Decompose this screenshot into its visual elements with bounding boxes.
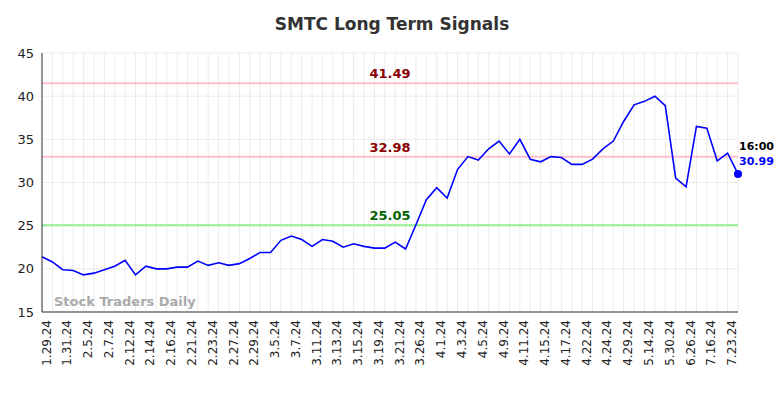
svg-text:4.22.24: 4.22.24: [580, 320, 594, 366]
svg-text:2.7.24: 2.7.24: [102, 320, 116, 358]
svg-text:2.29.24: 2.29.24: [247, 320, 261, 366]
svg-text:5.14.24: 5.14.24: [642, 320, 656, 366]
svg-text:3.21.24: 3.21.24: [393, 320, 407, 366]
svg-text:3.5.24: 3.5.24: [268, 320, 282, 358]
svg-text:3.7.24: 3.7.24: [289, 320, 303, 358]
svg-text:2.14.24: 2.14.24: [143, 320, 157, 366]
svg-text:25: 25: [17, 218, 34, 233]
svg-text:2.23.24: 2.23.24: [206, 320, 220, 366]
svg-text:40: 40: [17, 89, 34, 104]
svg-text:2.5.24: 2.5.24: [81, 320, 95, 358]
svg-text:30: 30: [17, 175, 34, 190]
svg-text:4.5.24: 4.5.24: [476, 320, 490, 358]
html-text:Stock Traders Daily: Stock Traders Daily: [54, 294, 196, 309]
svg-text:2.27.24: 2.27.24: [227, 320, 241, 366]
svg-text:4.24.24: 4.24.24: [600, 320, 614, 366]
svg-text:1.29.24: 1.29.24: [40, 320, 54, 366]
svg-text:30.99: 30.99: [739, 155, 774, 168]
svg-text:2.16.24: 2.16.24: [164, 320, 178, 366]
svg-text:32.98: 32.98: [369, 140, 410, 155]
svg-text:5.30.24: 5.30.24: [663, 320, 677, 366]
svg-text:7.23.24: 7.23.24: [725, 320, 739, 366]
svg-text:3.13.24: 3.13.24: [330, 320, 344, 366]
svg-text:3.19.24: 3.19.24: [372, 320, 386, 366]
svg-text:6.26.24: 6.26.24: [684, 320, 698, 366]
svg-text:25.05: 25.05: [369, 208, 410, 223]
svg-text:35: 35: [17, 132, 34, 147]
svg-text:2.21.24: 2.21.24: [185, 320, 199, 366]
svg-text:4.17.24: 4.17.24: [559, 320, 573, 366]
svg-text:45: 45: [17, 46, 34, 61]
svg-text:3.15.24: 3.15.24: [351, 320, 365, 366]
svg-text:4.1.24: 4.1.24: [434, 320, 448, 358]
svg-text:20: 20: [17, 261, 34, 276]
svg-text:3.11.24: 3.11.24: [310, 320, 324, 366]
svg-text:2.12.24: 2.12.24: [123, 320, 137, 366]
svg-text:4.9.24: 4.9.24: [497, 320, 511, 358]
svg-text:15: 15: [17, 305, 34, 320]
svg-text:4.3.24: 4.3.24: [455, 320, 469, 358]
svg-text:3.26.24: 3.26.24: [413, 320, 427, 366]
svg-text:4.15.24: 4.15.24: [538, 320, 552, 366]
svg-text:4.29.24: 4.29.24: [621, 320, 635, 366]
html-text:SMTC Long Term Signals: SMTC Long Term Signals: [274, 14, 510, 34]
svg-text:7.16.24: 7.16.24: [704, 320, 718, 366]
svg-text:16:00: 16:00: [739, 140, 774, 153]
svg-text:1.31.24: 1.31.24: [60, 320, 74, 366]
svg-text:4.11.24: 4.11.24: [517, 320, 531, 366]
svg-text:41.49: 41.49: [369, 66, 410, 81]
